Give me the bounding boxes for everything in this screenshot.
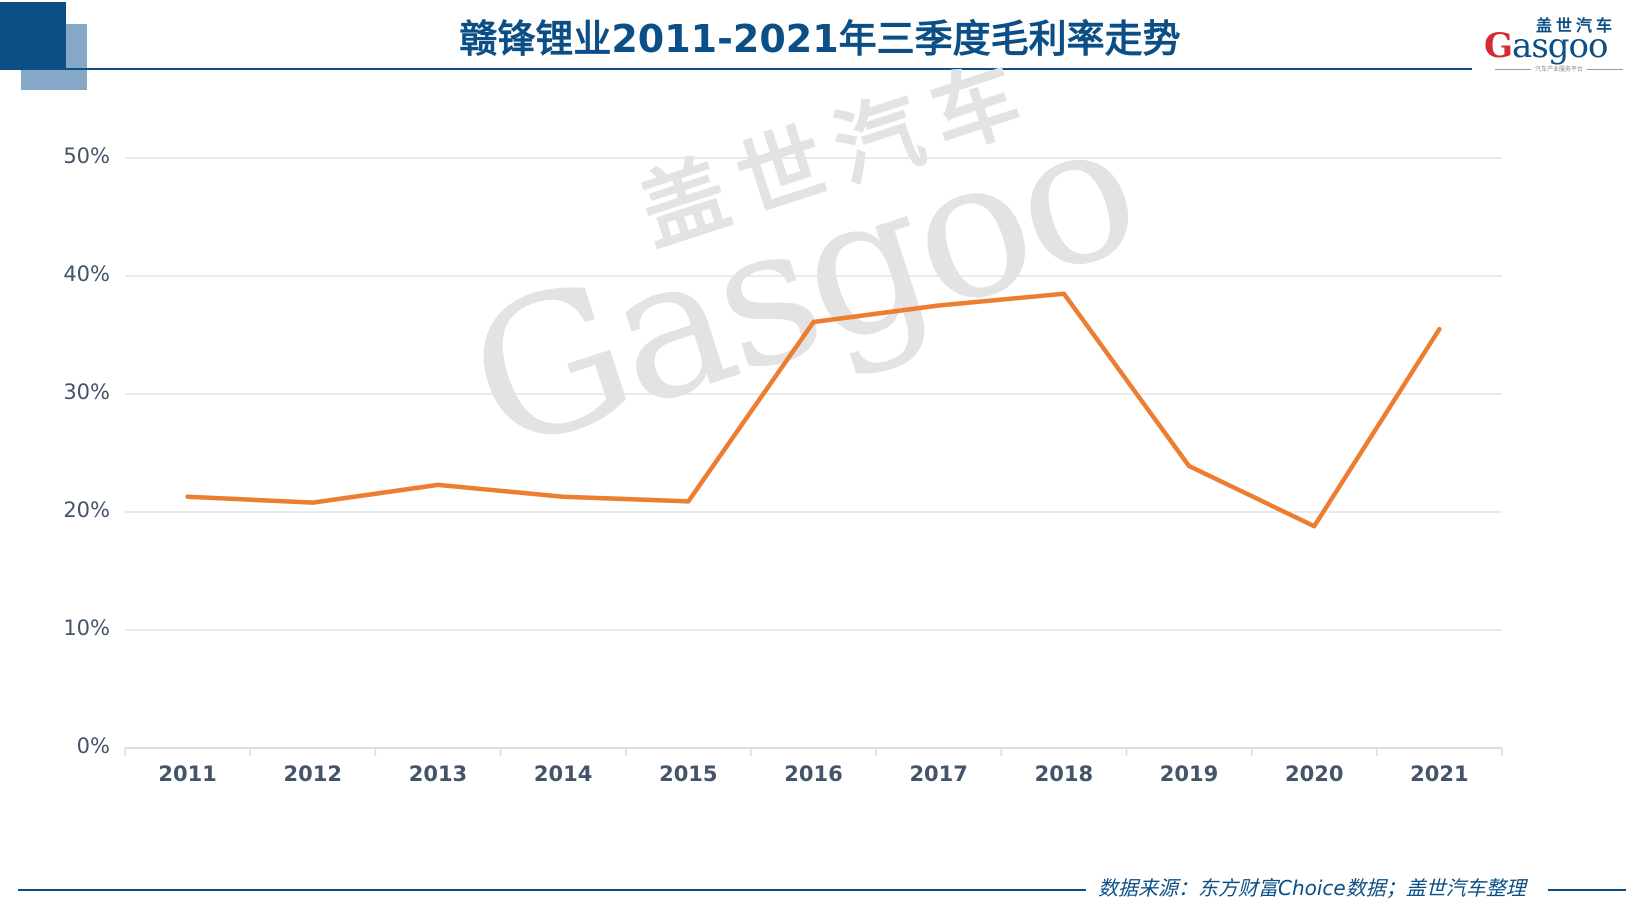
y-tick-label: 30%: [63, 380, 110, 404]
x-tick-label: 2020: [1284, 762, 1344, 786]
x-tick-label: 2021: [1410, 762, 1469, 786]
y-tick-label: 10%: [63, 616, 110, 640]
x-tick-label: 2018: [1034, 762, 1094, 786]
gasgoo-logo: 盖世汽车 Gasgoo 汽车产业服务平台: [1484, 12, 1634, 74]
data-source-note: 数据来源：东方财富Choice数据；盖世汽车整理: [1098, 876, 1526, 900]
series-line: [185, 291, 1442, 529]
y-tick-label: 0%: [76, 734, 110, 758]
x-tick-label: 2011: [158, 762, 217, 786]
logo-tagline: 汽车产业服务平台: [1484, 64, 1634, 73]
x-tick-label: 2012: [283, 762, 342, 786]
y-tick-label: 40%: [63, 262, 110, 286]
footer-rule-left: [18, 889, 1086, 891]
y-tick-label: 50%: [63, 144, 110, 168]
x-tick-label: 2013: [408, 762, 468, 786]
logo-cn-text: 盖世汽车: [1536, 16, 1617, 35]
chart-title: 赣锋锂业2011-2021年三季度毛利率走势: [459, 17, 1181, 61]
x-tick-label: 2014: [533, 762, 593, 786]
x-tick-label: 2015: [659, 762, 718, 786]
logo-en-text: Gasgoo: [1484, 26, 1608, 66]
y-tick-label: 20%: [63, 498, 110, 522]
header-decor-dark-square: [0, 2, 66, 70]
x-tick-label: 2016: [784, 762, 843, 786]
x-tick-label: 2017: [909, 762, 968, 786]
x-tick-label: 2019: [1159, 762, 1219, 786]
footer-rule-right: [1548, 889, 1626, 891]
header-rule: [66, 68, 1472, 70]
